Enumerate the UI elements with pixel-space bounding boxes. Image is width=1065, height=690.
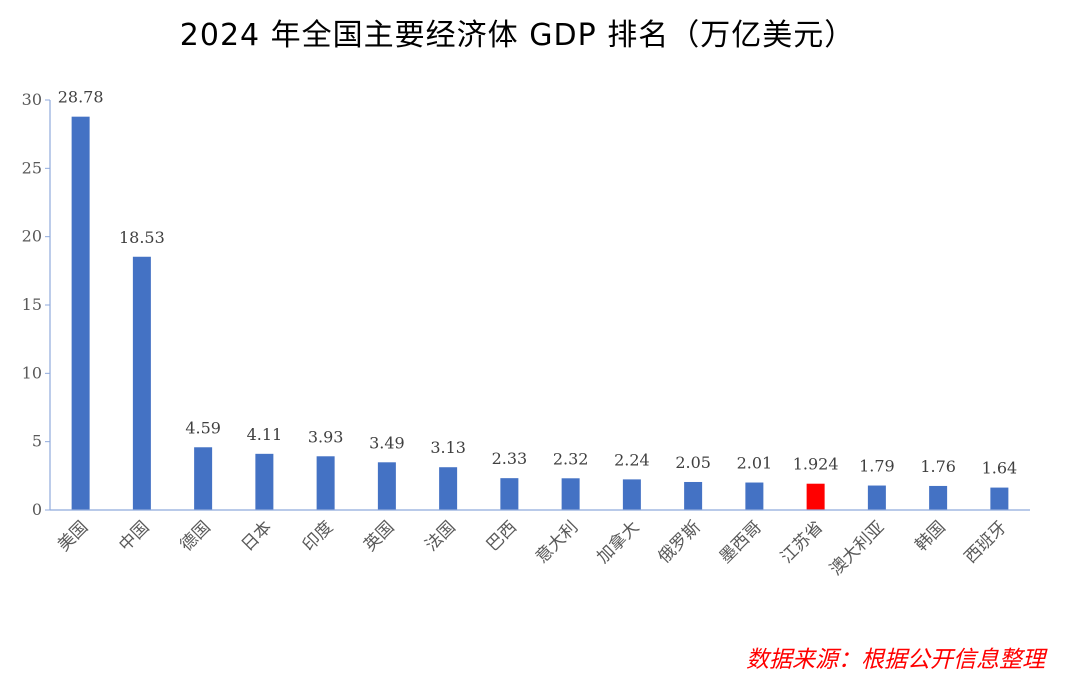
bar — [500, 478, 519, 510]
bar — [990, 487, 1009, 510]
bar — [806, 483, 825, 510]
bar — [316, 456, 335, 510]
bar — [684, 481, 703, 510]
bar — [132, 256, 151, 510]
bar — [255, 453, 274, 510]
y-tick-label: 30 — [22, 90, 42, 109]
y-tick-label: 0 — [32, 500, 42, 519]
y-tick-label: 20 — [22, 227, 42, 246]
value-label: 4.11 — [247, 425, 283, 444]
category-label: 中国 — [115, 517, 153, 555]
category-label: 加拿大 — [592, 517, 643, 568]
category-label: 意大利 — [532, 517, 582, 567]
value-label: 3.13 — [430, 438, 466, 457]
category-label: 美国 — [54, 517, 92, 555]
bar — [377, 462, 396, 510]
y-axis: 0 5 10 15 20 25 30 — [22, 90, 51, 519]
bars: 28.78 18.53 4.59 4.11 3.93 3.49 3.13 2.33 2.32 2.… — [58, 88, 1017, 510]
y-tick-label: 25 — [22, 158, 42, 177]
bar — [867, 485, 886, 510]
y-tick-label: 5 — [32, 432, 42, 451]
value-label: 2.01 — [737, 454, 773, 473]
value-label: 3.49 — [369, 433, 405, 452]
bar — [439, 467, 458, 510]
bar — [194, 447, 213, 510]
category-label: 德国 — [176, 517, 214, 555]
category-label: 澳大利亚 — [826, 517, 888, 579]
value-label: 2.32 — [553, 449, 589, 468]
y-tick-label: 15 — [22, 295, 42, 314]
category-label: 巴西 — [483, 517, 521, 555]
value-label: 1.76 — [920, 457, 956, 476]
category-label: 俄罗斯 — [654, 517, 704, 567]
gdp-bar-chart: 0 5 10 15 20 25 30 28.78 18.53 4.59 4.11 3.93 3.49 3… — [22, 88, 1030, 580]
value-label: 18.53 — [119, 228, 165, 247]
category-label: 韩国 — [911, 517, 949, 555]
value-label: 2.24 — [614, 450, 650, 469]
category-label: 法国 — [421, 517, 459, 555]
category-label: 印度 — [299, 517, 337, 555]
value-label: 3.93 — [308, 427, 344, 446]
bar — [71, 116, 90, 510]
chart-title: 2024 年全国主要经济体 GDP 排名（万亿美元） — [179, 18, 856, 53]
y-tick-label: 10 — [22, 363, 42, 382]
bar — [929, 485, 948, 510]
value-label: 4.59 — [185, 418, 221, 437]
category-label: 日本 — [238, 517, 276, 555]
category-label: 英国 — [360, 517, 398, 555]
value-label: 1.924 — [793, 455, 839, 474]
value-label: 1.64 — [982, 459, 1018, 478]
source-note: 数据来源：根据公开信息整理 — [746, 647, 1045, 673]
bar — [561, 478, 580, 510]
value-label: 2.05 — [675, 453, 711, 472]
category-label: 江苏省 — [777, 517, 827, 567]
value-label: 2.33 — [492, 449, 528, 468]
value-label: 28.78 — [58, 88, 104, 107]
bar — [745, 482, 764, 510]
x-axis: 美国 中国 德国 日本 印度 英国 法国 巴西 意大利 加拿大 俄罗斯 墨西哥 江苏省 澳大利亚 韩国 西班牙 — [50, 509, 1030, 580]
category-label: 西班牙 — [961, 517, 1011, 567]
value-label: 1.79 — [859, 457, 895, 476]
bar — [622, 479, 641, 510]
category-label: 墨西哥 — [716, 517, 766, 567]
